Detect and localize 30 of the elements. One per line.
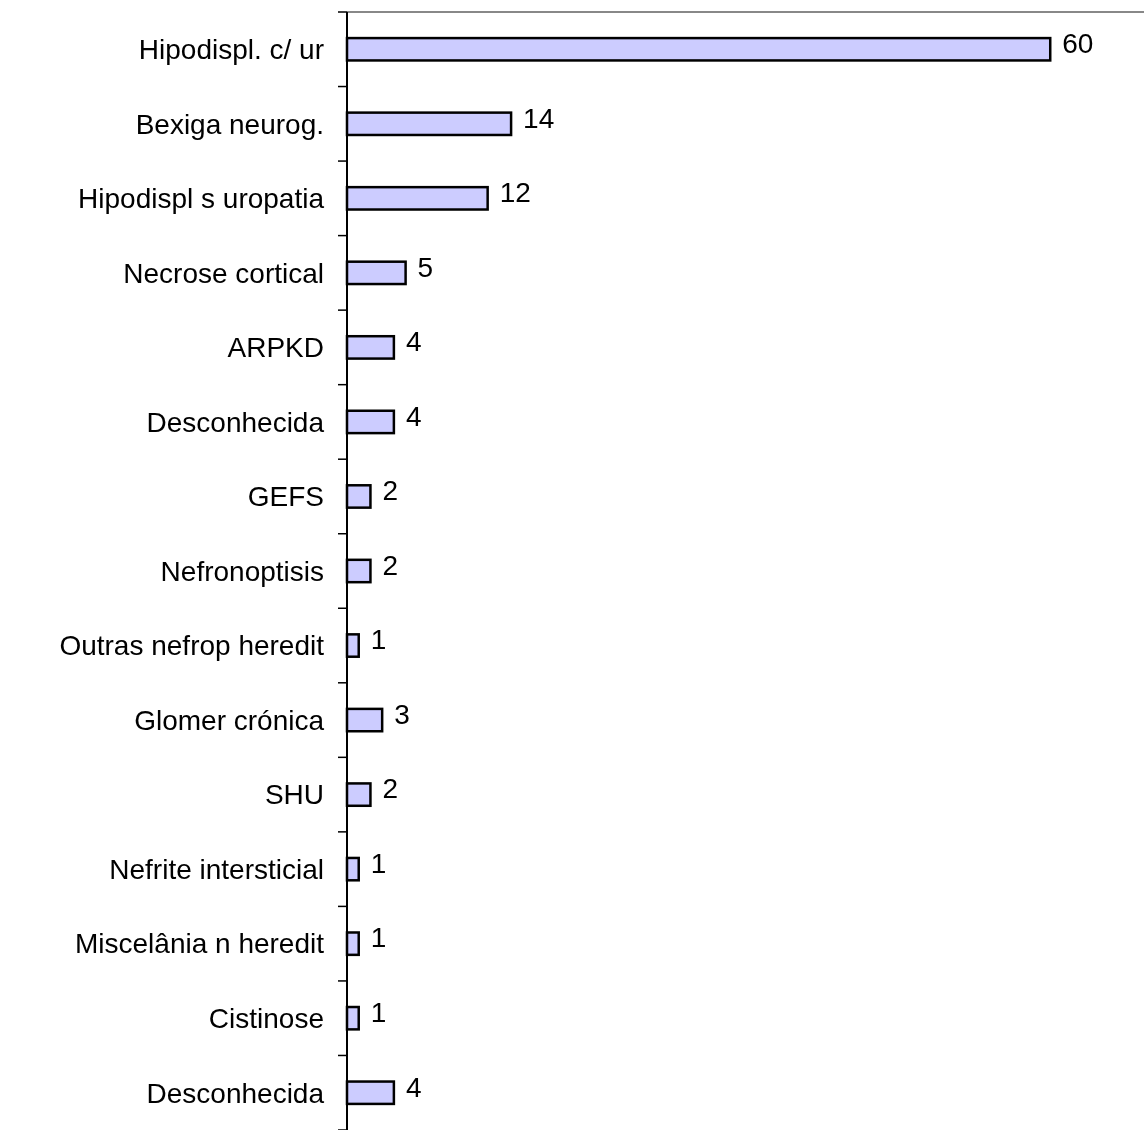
y-tick-label: SHU [264, 779, 324, 811]
y-tick-label: GEFS [247, 481, 324, 513]
y-tick-label: Hipodispl. c/ ur [138, 34, 324, 66]
y-tick-label: Nefronoptisis [160, 555, 324, 587]
y-tick-label: Glomer crónica [134, 704, 325, 736]
data-label: 3 [394, 698, 410, 730]
y-tick-label: Hipodispl s uropatia [78, 183, 325, 215]
y-tick-label: Nefrite intersticial [109, 853, 324, 885]
data-label: 4 [405, 326, 422, 358]
data-label: 2 [382, 549, 399, 581]
y-tick-label: Outras nefrop heredit [59, 630, 325, 662]
data-label: 14 [523, 102, 555, 134]
data-label: 2 [382, 475, 399, 507]
y-tick-label: Bexiga neurog. [135, 108, 324, 140]
y-tick-label: Cistinose [208, 1003, 324, 1034]
y-tick-label: Desconhecida [146, 406, 325, 438]
data-label: 1 [370, 847, 387, 879]
y-tick-label: Necrose cortical [123, 257, 324, 289]
data-label: 4 [405, 400, 422, 432]
data-label: 1 [370, 922, 387, 954]
data-label: 1 [370, 997, 387, 1028]
data-label: 1 [370, 624, 387, 656]
data-label: 2 [382, 773, 399, 805]
y-tick-label: Desconhecida [146, 1077, 325, 1109]
data-label: 60 [1062, 28, 1094, 60]
y-tick-label: Miscelânia n heredit [74, 928, 325, 960]
y-tick-label: ARPKD [227, 332, 324, 364]
data-label: 4 [405, 1071, 422, 1103]
data-label: 12 [499, 177, 531, 209]
data-label: 5 [417, 251, 434, 283]
